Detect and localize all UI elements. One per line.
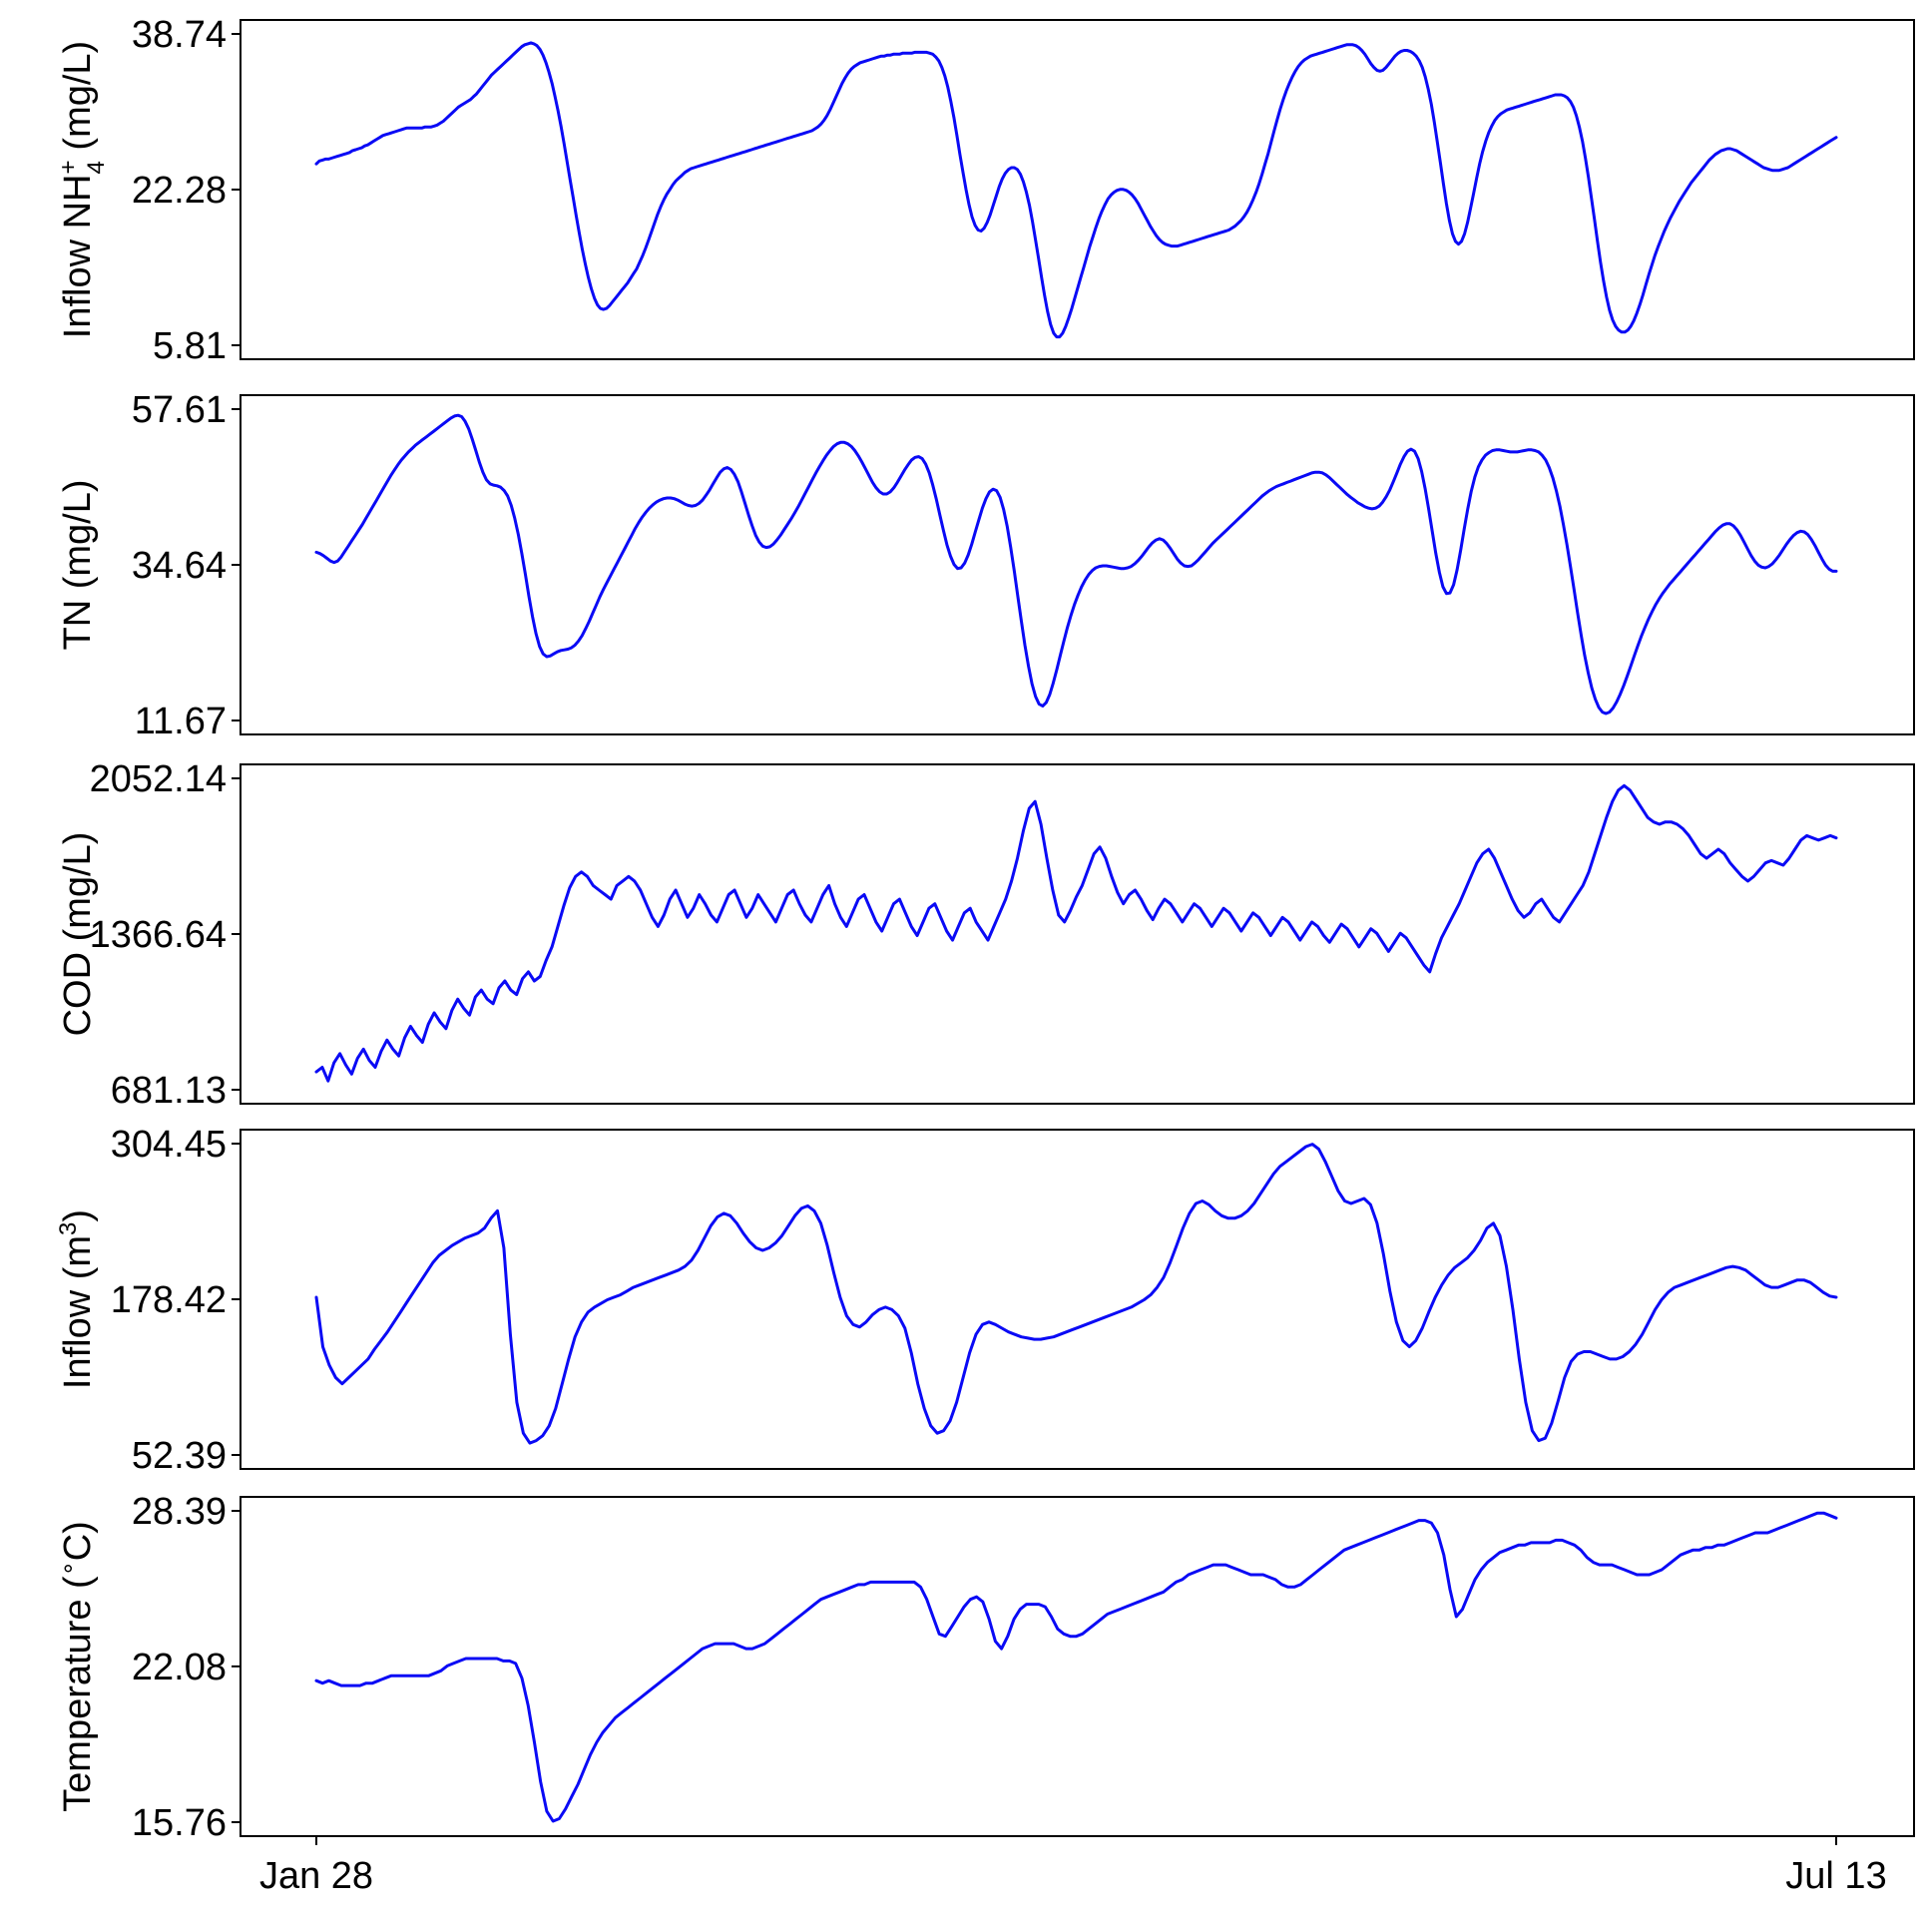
panel-4: 15.76 22.08 28.39 Temperature (∘C) — [55, 1491, 1915, 1844]
series-line-0 — [314, 41, 1838, 339]
x-tick-label-start: Jan 28 — [259, 1855, 373, 1897]
y-tick-label: 15.76 — [132, 1802, 227, 1844]
panel-2: 681.13 1366.64 2052.14 COD (mg/L) — [57, 758, 1915, 1112]
panel-0: 5.81 22.28 38.74 Inflow NH+4 (mg/L) — [55, 14, 1915, 367]
panel-frame-4 — [240, 1496, 1915, 1837]
y-axis-label-0: Inflow NH+4 (mg/L) — [55, 41, 110, 338]
series-line-3 — [314, 1143, 1838, 1445]
y-tick-label: 11.67 — [135, 701, 227, 742]
y-tick-label: 34.64 — [132, 545, 227, 587]
y-tick-label: 52.39 — [132, 1435, 227, 1477]
y-axis-label-4: Temperature (∘C) — [55, 1521, 99, 1812]
x-tick-label-end: Jul 13 — [1785, 1855, 1886, 1897]
y-tick-label: 38.74 — [132, 14, 227, 56]
panel-3: 52.39 178.42 304.45 Inflow (m3) — [55, 1124, 1915, 1477]
series-line-1 — [314, 413, 1838, 716]
panel-frame-0 — [240, 19, 1915, 360]
x-axis: Jan 28 Jul 13 — [259, 1855, 1887, 1897]
y-tick-label: 22.08 — [132, 1647, 227, 1688]
y-tick-label: 178.42 — [111, 1279, 227, 1321]
series-line-2 — [314, 783, 1838, 1083]
y-axis-label-1: TN (mg/L) — [57, 480, 99, 651]
y-tick-label: 28.39 — [132, 1491, 227, 1533]
panels: 5.81 22.28 38.74 Inflow NH+4 (mg/L) 11.67 34.… — [55, 14, 1915, 1845]
panel-frame-1 — [240, 394, 1915, 735]
series-line-4 — [314, 1511, 1838, 1823]
y-tick-label: 5.81 — [153, 325, 227, 367]
y-tick-label: 1366.64 — [90, 914, 227, 956]
y-tick-label: 681.13 — [111, 1070, 227, 1112]
y-tick-label: 2052.14 — [90, 758, 227, 800]
panel-1: 11.67 34.64 57.61 TN (mg/L) — [57, 389, 1915, 742]
y-axis-label-3: Inflow (m3) — [55, 1209, 99, 1389]
y-axis-label-2: COD (mg/L) — [57, 832, 99, 1037]
y-tick-label: 57.61 — [132, 389, 227, 431]
y-tick-label: 304.45 — [111, 1124, 227, 1166]
panel-frame-2 — [240, 763, 1915, 1105]
y-tick-label: 22.28 — [132, 170, 227, 212]
